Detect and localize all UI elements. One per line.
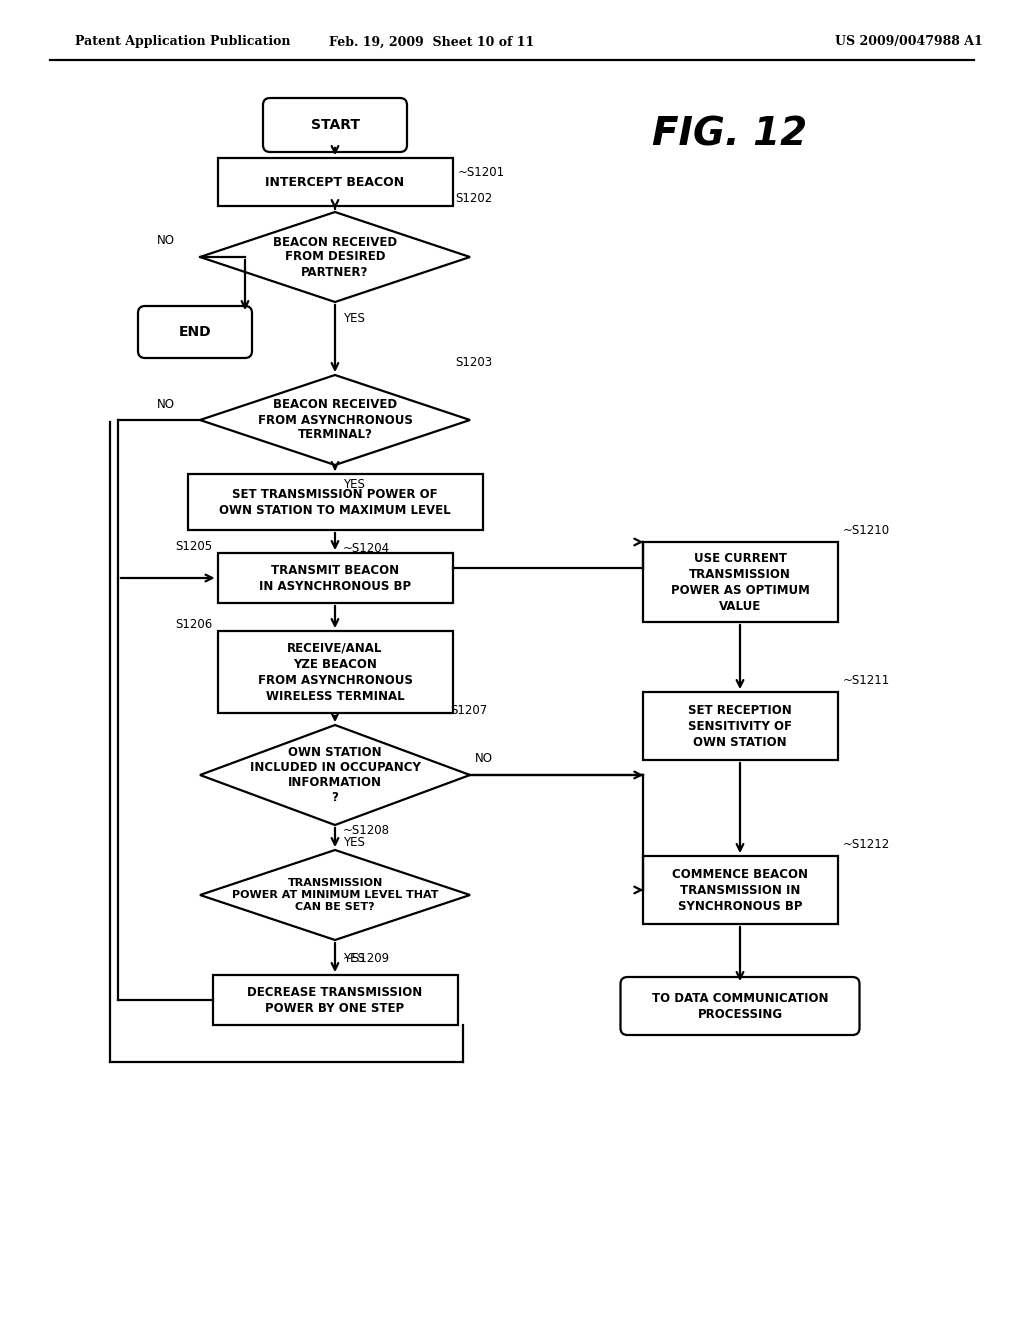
Polygon shape (200, 213, 470, 302)
Text: TO DATA COMMUNICATION
PROCESSING: TO DATA COMMUNICATION PROCESSING (651, 991, 828, 1020)
FancyBboxPatch shape (217, 631, 453, 713)
Text: S1206: S1206 (175, 618, 213, 631)
Polygon shape (200, 375, 470, 465)
Text: SET RECEPTION
SENSITIVITY OF
OWN STATION: SET RECEPTION SENSITIVITY OF OWN STATION (688, 704, 792, 748)
Text: RECEIVE/ANAL
YZE BEACON
FROM ASYNCHRONOUS
WIRELESS TERMINAL: RECEIVE/ANAL YZE BEACON FROM ASYNCHRONOU… (258, 642, 413, 702)
Text: FIG. 12: FIG. 12 (652, 116, 808, 154)
FancyBboxPatch shape (213, 975, 458, 1026)
FancyBboxPatch shape (621, 977, 859, 1035)
Text: ~S1210: ~S1210 (843, 524, 890, 536)
Text: INTERCEPT BEACON: INTERCEPT BEACON (265, 176, 404, 189)
Text: DECREASE TRANSMISSION
POWER BY ONE STEP: DECREASE TRANSMISSION POWER BY ONE STEP (248, 986, 423, 1015)
Text: TRANSMIT BEACON
IN ASYNCHRONOUS BP: TRANSMIT BEACON IN ASYNCHRONOUS BP (259, 564, 411, 593)
Text: USE CURRENT
TRANSMISSION
POWER AS OPTIMUM
VALUE: USE CURRENT TRANSMISSION POWER AS OPTIMU… (671, 552, 809, 612)
Text: US 2009/0047988 A1: US 2009/0047988 A1 (835, 36, 983, 49)
Text: ~S1212: ~S1212 (843, 837, 890, 850)
FancyBboxPatch shape (263, 98, 407, 152)
FancyBboxPatch shape (642, 692, 838, 760)
Text: S1205: S1205 (175, 540, 213, 553)
Text: YES: YES (343, 952, 365, 965)
Text: Feb. 19, 2009  Sheet 10 of 11: Feb. 19, 2009 Sheet 10 of 11 (330, 36, 535, 49)
Text: COMMENCE BEACON
TRANSMISSION IN
SYNCHRONOUS BP: COMMENCE BEACON TRANSMISSION IN SYNCHRON… (672, 867, 808, 912)
Text: END: END (178, 325, 211, 339)
Text: SET TRANSMISSION POWER OF
OWN STATION TO MAXIMUM LEVEL: SET TRANSMISSION POWER OF OWN STATION TO… (219, 487, 451, 516)
Text: S1202: S1202 (455, 193, 493, 206)
FancyBboxPatch shape (187, 474, 482, 531)
FancyBboxPatch shape (642, 855, 838, 924)
Text: S1203: S1203 (455, 355, 493, 368)
Polygon shape (200, 850, 470, 940)
Text: ~S1208: ~S1208 (343, 825, 390, 837)
Text: YES: YES (343, 313, 365, 326)
Text: ~S1204: ~S1204 (343, 541, 390, 554)
Text: NO: NO (157, 235, 175, 248)
Text: YES: YES (343, 478, 365, 491)
FancyBboxPatch shape (138, 306, 252, 358)
Text: ~S1211: ~S1211 (843, 673, 890, 686)
Text: BEACON RECEIVED
FROM DESIRED
PARTNER?: BEACON RECEIVED FROM DESIRED PARTNER? (273, 235, 397, 279)
Text: ~S1201: ~S1201 (458, 165, 505, 178)
Polygon shape (200, 725, 470, 825)
Text: NO: NO (157, 397, 175, 411)
Text: START: START (310, 117, 359, 132)
Text: Patent Application Publication: Patent Application Publication (75, 36, 291, 49)
FancyBboxPatch shape (217, 553, 453, 603)
Text: BEACON RECEIVED
FROM ASYNCHRONOUS
TERMINAL?: BEACON RECEIVED FROM ASYNCHRONOUS TERMIN… (258, 399, 413, 441)
Text: YES: YES (343, 837, 365, 850)
Text: TRANSMISSION
POWER AT MINIMUM LEVEL THAT
CAN BE SET?: TRANSMISSION POWER AT MINIMUM LEVEL THAT… (231, 878, 438, 912)
FancyBboxPatch shape (642, 543, 838, 622)
Text: S1207: S1207 (450, 705, 487, 718)
Text: OWN STATION
INCLUDED IN OCCUPANCY
INFORMATION
?: OWN STATION INCLUDED IN OCCUPANCY INFORM… (250, 746, 421, 804)
Text: NO: NO (475, 752, 493, 766)
Text: ~S1209: ~S1209 (343, 952, 390, 965)
FancyBboxPatch shape (217, 158, 453, 206)
